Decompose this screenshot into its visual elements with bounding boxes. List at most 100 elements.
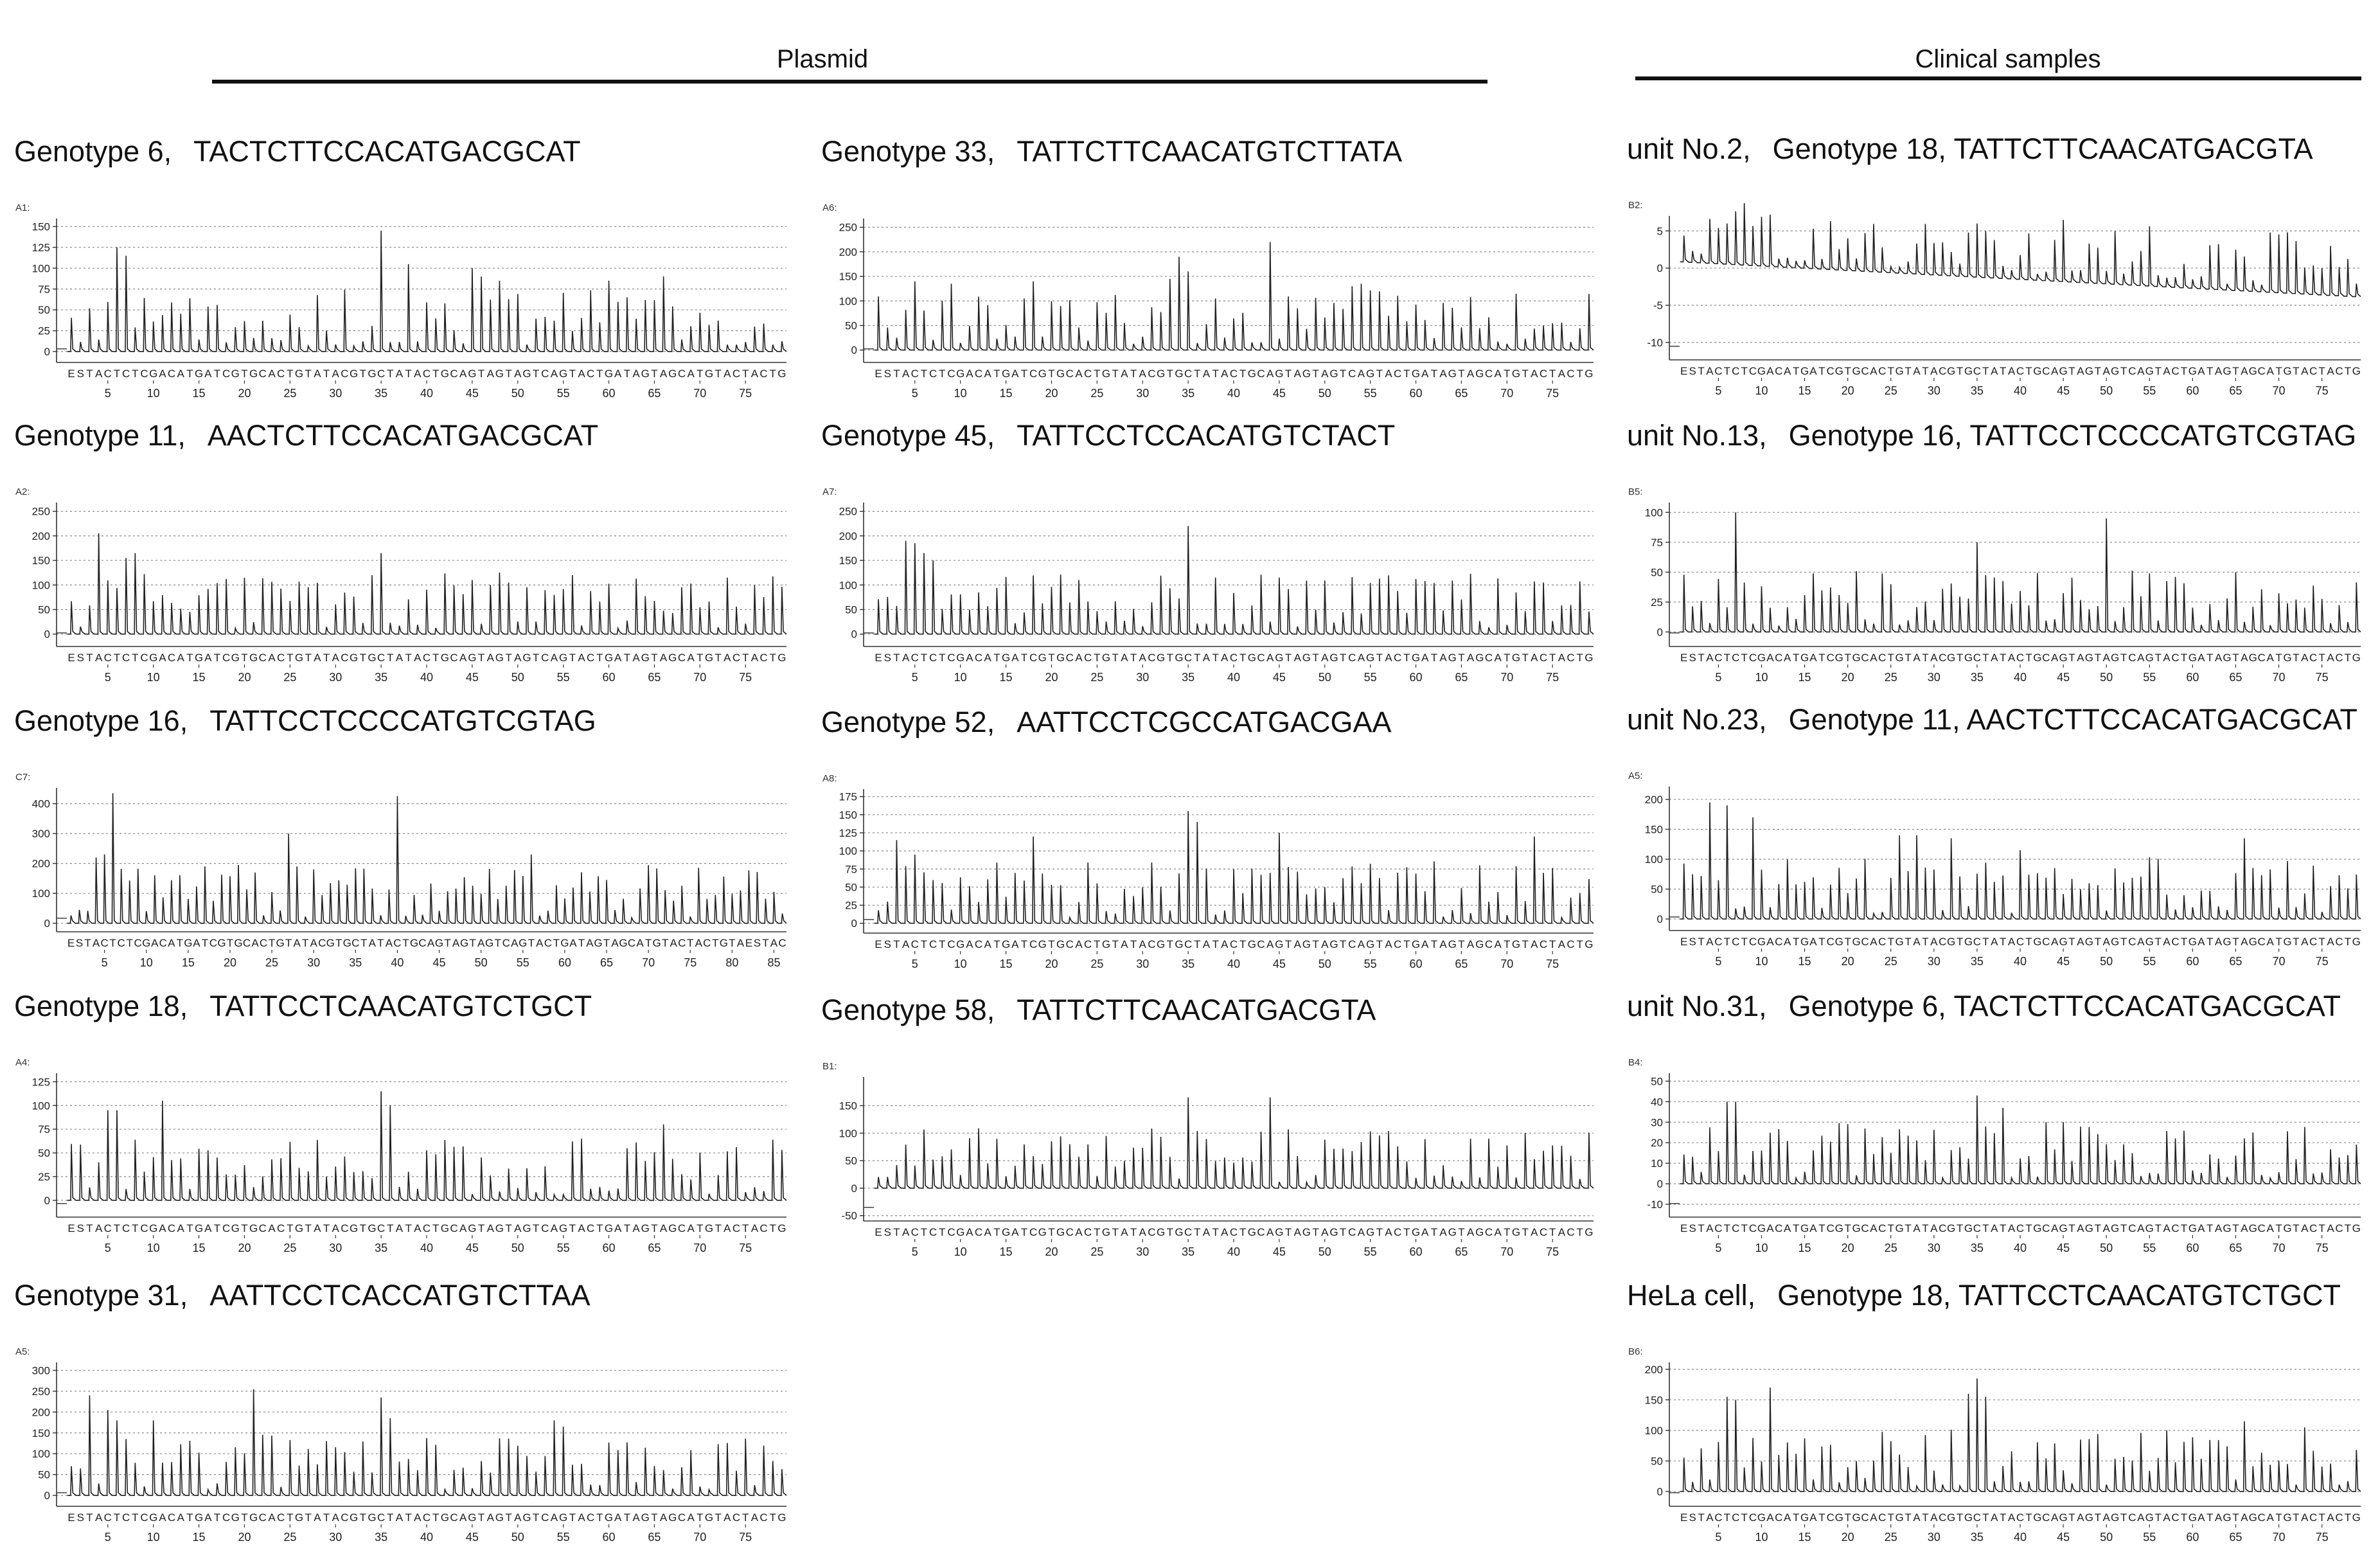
dispensation-letter: G	[295, 1222, 303, 1234]
dispensation-letter: A	[1221, 652, 1229, 664]
dispensation-letter: G	[1800, 365, 1809, 377]
y-tick-label: 200	[32, 530, 50, 542]
x-tick-label: 60	[603, 1531, 616, 1544]
dispensation-letter: T	[770, 1511, 776, 1524]
y-tick-label: 50	[38, 1147, 50, 1159]
dispensation-letter: C	[2171, 1511, 2179, 1524]
dispensation-letter: C	[377, 1222, 385, 1234]
dispensation-letter: T	[1458, 368, 1464, 380]
dispensation-letter: T	[478, 1511, 484, 1524]
y-tick-label: 200	[839, 246, 857, 258]
well-label: A5:	[1628, 771, 1643, 781]
dispensation-letter: A	[2163, 365, 2171, 377]
dispensation-letter: A	[1139, 1226, 1147, 1238]
y-tick-label: -10	[1647, 1198, 1663, 1211]
dispensation-letter: T	[1698, 1511, 1704, 1524]
dispensation-letter: C	[1485, 652, 1493, 664]
dispensation-letter: C	[1148, 1226, 1155, 1238]
x-tick-label: 70	[1500, 958, 1513, 970]
dispensation-letter: T	[1130, 652, 1137, 664]
x-tick-label: 20	[238, 671, 251, 684]
dispensation-letter: T	[1922, 1222, 1928, 1234]
dispensation-letter: G	[249, 652, 258, 664]
dispensation-letter: G	[1800, 652, 1809, 664]
dispensation-letter: A	[984, 1226, 992, 1238]
dispensation-letter: C	[1394, 368, 1401, 380]
dispensation-letter: A	[159, 368, 166, 380]
y-tick-label: 100	[839, 845, 857, 857]
dispensation-letter: T	[1094, 1226, 1100, 1238]
dispensation-letter: T	[1982, 652, 1989, 664]
dispensation-letter: A	[2051, 1511, 2059, 1524]
dispensation-letter: A	[1203, 1226, 1211, 1238]
dispensation-letter: A	[1139, 938, 1147, 950]
dispensation-letter: A	[1121, 1226, 1128, 1238]
dispensation-letter: A	[427, 937, 435, 949]
dispensation-letter: G	[1852, 652, 1860, 664]
dispensation-letter: T	[1888, 652, 1894, 664]
dispensation-letter: C	[911, 652, 919, 664]
dispensation-letter: T	[1167, 652, 1173, 664]
dispensation-letter: C	[450, 368, 457, 380]
dispensation-letter: A	[268, 1222, 276, 1234]
dispensation-letter: A	[1706, 1511, 1714, 1524]
dispensation-letter: C	[1732, 365, 1739, 377]
x-tick-label: 15	[1000, 1245, 1013, 1258]
dispensation-letter: T	[241, 1511, 247, 1524]
dispensation-letter: E	[1680, 365, 1687, 377]
clinical-header: Clinical samples	[1915, 45, 2101, 73]
dispensation-letter: G	[1448, 368, 1457, 380]
dispensation-letter: A	[177, 368, 185, 380]
dispensation-letter: T	[1818, 1222, 1825, 1234]
dispensation-letter: A	[2198, 652, 2205, 664]
dispensation-letter: C	[1827, 1511, 1834, 1524]
dispensation-letter: C	[1184, 368, 1192, 380]
dispensation-letter: T	[1312, 938, 1319, 950]
panel-sequence: Genotype 6, TACTCTTCCACATGACGCAT	[1788, 990, 2341, 1022]
dispensation-letter: A	[724, 652, 731, 664]
dispensation-letter: T	[1340, 368, 1346, 380]
dispensation-letter: A	[159, 1511, 166, 1524]
dispensation-letter: A	[1121, 938, 1128, 950]
x-tick-label: 30	[329, 387, 342, 400]
dispensation-letter: T	[715, 368, 721, 380]
x-tick-label: 75	[1546, 387, 1559, 400]
dispensation-letter: A	[1558, 652, 1566, 664]
x-tick-label: 45	[466, 1531, 479, 1544]
x-tick-label: 40	[1227, 671, 1240, 684]
dispensation-letter: A	[1784, 1511, 1791, 1524]
dispensation-letter: A	[1421, 1226, 1429, 1238]
dispensation-letter: C	[2335, 652, 2343, 664]
x-tick-label: 75	[2316, 955, 2329, 968]
dispensation-letter: G	[2085, 652, 2093, 664]
x-tick-label: 35	[1182, 958, 1194, 970]
dispensation-letter: G	[2352, 936, 2361, 948]
dispensation-letter: G	[2249, 1511, 2257, 1524]
dispensation-letter: C	[168, 1511, 175, 1524]
dispensation-letter: G	[1448, 652, 1457, 664]
dispensation-letter: C	[587, 1511, 594, 1524]
panel-label: unit No.31,	[1627, 990, 1767, 1022]
dispensation-letter: G	[594, 937, 602, 949]
dispensation-letter: C	[502, 937, 510, 949]
dispensation-letter: A	[1294, 1226, 1302, 1238]
dispensation-letter: C	[2171, 365, 2179, 377]
dispensation-letter: G	[522, 1511, 531, 1524]
panel-label: unit No.23,	[1627, 703, 1767, 736]
panel-sequence: Genotype 16, TATTCCTCCCCATGTCGTAG	[1788, 419, 2357, 452]
dispensation-letter: A	[1321, 1226, 1329, 1238]
x-tick-label: 25	[1885, 384, 1897, 397]
dispensation-letter: T	[177, 937, 183, 949]
x-tick-label: 5	[1715, 1531, 1721, 1544]
x-tick-label: 60	[603, 671, 616, 684]
x-tick-label: 30	[1136, 1245, 1149, 1258]
dispensation-letter: G	[2033, 1222, 2041, 1234]
dispensation-letter: T	[2025, 1222, 2032, 1234]
dispensation-letter: G	[1056, 652, 1065, 664]
x-tick-label: 55	[517, 956, 529, 969]
dispensation-letter: T	[624, 652, 630, 664]
x-tick-label: 30	[329, 1531, 342, 1544]
dispensation-letter: T	[1504, 1226, 1510, 1238]
dispensation-letter: C	[587, 652, 594, 664]
